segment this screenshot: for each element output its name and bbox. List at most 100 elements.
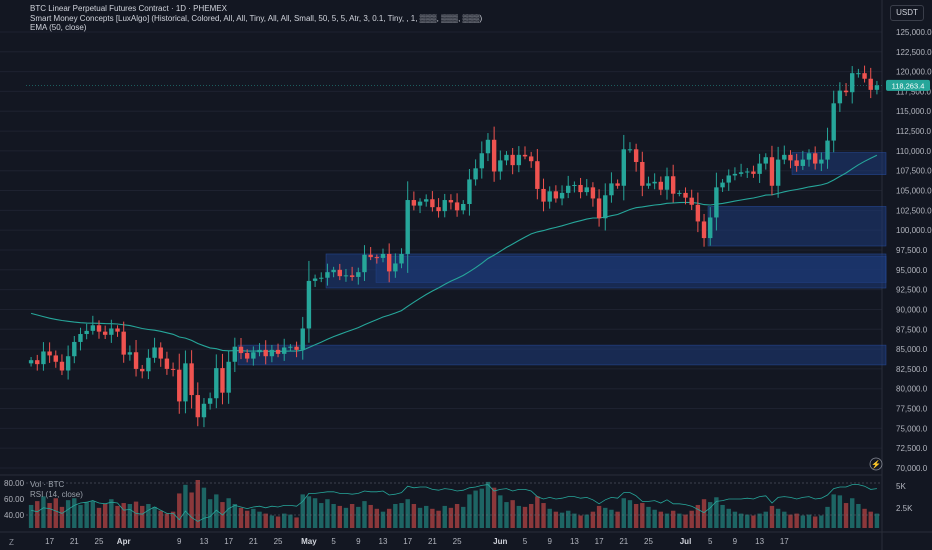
candle-body [90, 325, 96, 331]
candle-body [319, 277, 324, 279]
candle-body [862, 73, 867, 79]
candle-body [745, 171, 750, 173]
volume-bar [806, 514, 812, 528]
candle-body [732, 173, 738, 176]
chart-legend: BTC Linear Perpetual Futures Contract · … [30, 4, 482, 33]
candle-body [812, 153, 818, 164]
volume-bar [312, 498, 318, 528]
volume-bar [528, 504, 534, 528]
candle-body [257, 349, 262, 353]
candle-body [41, 351, 46, 365]
candle-body [769, 157, 775, 186]
candle-body [670, 176, 676, 194]
volume-bar [701, 499, 707, 528]
candle-body [127, 352, 133, 355]
volume-bar [522, 506, 528, 528]
volume-bar [751, 515, 756, 528]
candle-body [436, 207, 441, 212]
candle-body [47, 351, 52, 356]
candle-body [201, 403, 207, 418]
volume-bar [226, 498, 231, 528]
volume-bar [72, 498, 77, 528]
x-tick-label: May [301, 537, 317, 546]
x-tick-label: 5 [523, 537, 528, 546]
candle-body [300, 328, 305, 350]
y-tick-label: 117,500.0 [896, 87, 932, 96]
candle-body [714, 187, 719, 218]
candle-body [800, 159, 806, 166]
candle-body [461, 204, 466, 211]
x-tick-label: 13 [570, 537, 579, 546]
x-tick-label: Apr [117, 537, 131, 546]
y-tick-label: 75,000.0 [896, 424, 928, 433]
candle-body [96, 325, 102, 332]
candle-body [454, 202, 460, 211]
candle-body [553, 191, 559, 199]
volume-bar [473, 490, 478, 528]
candle-body [850, 73, 855, 93]
candle-body [282, 347, 287, 354]
candle-body [664, 176, 670, 190]
volume-bar [251, 508, 256, 528]
timezone-icon[interactable]: Z [9, 538, 14, 547]
x-tick-label: 13 [379, 537, 388, 546]
volume-bar [90, 501, 96, 528]
candle-body [868, 78, 873, 90]
candle-body [368, 254, 373, 258]
candle-body [133, 352, 139, 369]
candle-body [615, 183, 620, 186]
volume-bar [627, 500, 633, 528]
candle-body [621, 149, 626, 186]
volume-legend: Vol · BTC [30, 480, 65, 489]
currency-button[interactable]: USDT [890, 5, 924, 21]
candle-body [306, 280, 312, 329]
volume-bar [726, 508, 731, 528]
volume-bar [621, 498, 626, 528]
volume-bar [127, 504, 133, 528]
candle-body [843, 90, 849, 93]
volume-bar [59, 506, 65, 528]
candle-body [226, 361, 231, 393]
volume-bar [658, 511, 664, 528]
candle-body [757, 163, 762, 174]
candle-body [424, 199, 429, 202]
volume-bar [578, 515, 583, 528]
candle-body [207, 398, 213, 404]
volume-bar [683, 514, 688, 528]
volume-bar [677, 513, 682, 528]
order-block [325, 253, 887, 289]
volume-bar [28, 504, 34, 528]
volume-bar [146, 504, 151, 528]
candle-body [831, 103, 836, 141]
candle-body [275, 349, 281, 354]
candle-body [837, 90, 843, 104]
volume-bar [664, 513, 670, 528]
x-tick-label: 17 [595, 537, 604, 546]
candle-body [708, 217, 713, 239]
volume-bar [405, 499, 410, 528]
volume-bar [566, 510, 571, 528]
volume-bar [479, 488, 484, 528]
alert-icon [869, 457, 883, 471]
volume-bar [800, 515, 806, 528]
candle-body [214, 368, 219, 399]
candle-body [177, 369, 182, 402]
volume-bar [325, 499, 330, 528]
x-tick-label: 5 [708, 537, 713, 546]
volume-bar [850, 498, 855, 528]
volume-tick-label: 2.5K [896, 504, 913, 513]
volume-bar [491, 487, 497, 528]
candle-body [349, 275, 355, 277]
volume-bar [238, 507, 244, 528]
volume-bar [430, 508, 435, 528]
x-tick-label: 17 [224, 537, 233, 546]
candle-body [547, 191, 552, 202]
volume-bar [535, 496, 540, 528]
rsi-tick-label: 40.00 [4, 511, 25, 520]
candle-body [782, 154, 787, 160]
candle-body [312, 278, 318, 281]
volume-bar [732, 511, 738, 528]
volume-bar [615, 511, 620, 528]
x-tick-label: 9 [356, 537, 361, 546]
